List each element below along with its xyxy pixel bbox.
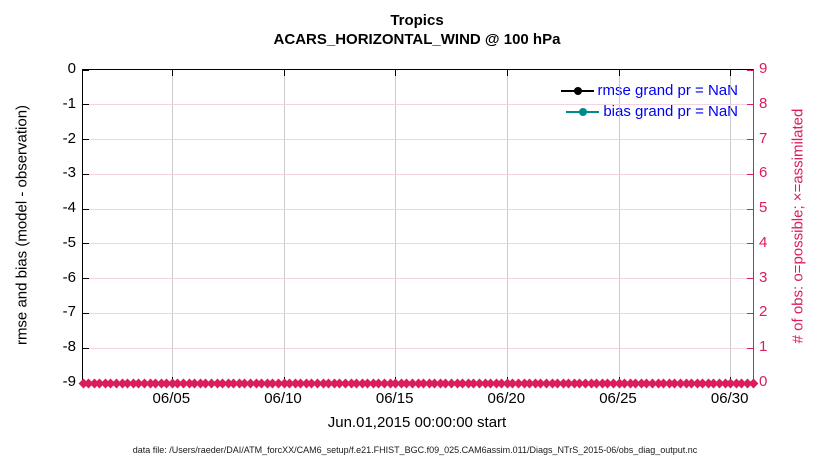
left-y-tick-label: -2 (62, 129, 76, 147)
legend: rmse grand pr = NaN bias grand pr = NaN (560, 80, 738, 122)
y-tick-left (83, 173, 89, 175)
rmse-line-marker-icon (560, 86, 594, 95)
gridline-horizontal (83, 312, 753, 314)
gridline-horizontal (83, 243, 753, 245)
x-tick-top (395, 70, 397, 76)
right-y-tick-label: 7 (759, 129, 768, 147)
x-tick-top (506, 70, 508, 76)
left-y-tick-label: -7 (62, 303, 76, 321)
x-tick-label: 06/10 (264, 390, 302, 407)
y-tick-right (747, 69, 753, 71)
bias-line-marker-icon (566, 107, 600, 116)
y-tick-left (83, 347, 89, 349)
x-tick-label: 06/05 (152, 390, 191, 407)
left-y-axis-label: rmse and bias (model - observation) (13, 104, 31, 346)
gridline-vertical (171, 70, 173, 383)
gridline-horizontal (83, 347, 753, 349)
left-y-tick-label: -3 (62, 164, 76, 182)
x-tick-top (171, 70, 173, 76)
gridline-vertical (283, 70, 285, 383)
x-tick-top (730, 70, 732, 76)
chart-title-variable: ACARS_HORIZONTAL_WIND @ 100 hPa (273, 31, 561, 48)
right-y-tick-label: 1 (759, 338, 768, 356)
data-file-path: data file: /Users/raeder/DAI/ATM_forcXX/… (132, 445, 698, 455)
gridline-vertical (395, 70, 397, 383)
y-tick-left (83, 243, 89, 245)
y-tick-right (747, 208, 753, 210)
right-y-tick-label: 5 (759, 199, 768, 217)
right-y-tick-label: 9 (759, 60, 768, 77)
gridline-horizontal (83, 104, 753, 106)
right-y-tick-label: 3 (759, 268, 768, 286)
gridline-vertical (730, 70, 732, 383)
y-tick-right (747, 104, 753, 106)
legend-row-bias: bias grand pr = NaN (561, 101, 738, 122)
gridline-horizontal (83, 139, 753, 141)
gridline-horizontal (83, 278, 753, 280)
left-y-tick-label: 0 (67, 60, 76, 77)
y-tick-right (747, 347, 753, 349)
y-tick-left (83, 312, 89, 314)
x-tick-label: 06/15 (375, 390, 414, 407)
left-y-tick-label: -4 (62, 199, 76, 217)
y-tick-left (83, 69, 89, 71)
x-tick-label: 06/20 (487, 390, 526, 407)
y-tick-right (747, 173, 753, 175)
y-tick-left (83, 278, 89, 280)
y-tick-right (747, 243, 753, 245)
y-tick-right (747, 278, 753, 280)
y-tick-right (747, 312, 753, 314)
x-tick-top (283, 70, 285, 76)
x-tick-label: 06/25 (599, 390, 637, 407)
x-tick-label: 06/30 (710, 390, 749, 407)
right-y-tick-label: 8 (759, 94, 768, 112)
obs-marker (748, 378, 758, 388)
right-y-tick-label: 6 (759, 164, 768, 182)
gridline-horizontal (83, 208, 753, 210)
right-y-tick-label: 2 (759, 303, 768, 321)
right-y-tick-label: 4 (759, 233, 768, 251)
gridline-vertical (618, 70, 620, 383)
left-y-tick-label: -8 (62, 338, 76, 356)
left-y-tick-label: -6 (62, 268, 76, 286)
y-tick-left (83, 104, 89, 106)
gridline-vertical (506, 70, 508, 383)
y-tick-left (83, 139, 89, 141)
chart-title-region: Tropics (390, 12, 444, 29)
y-tick-left (83, 208, 89, 210)
y-tick-right (747, 139, 753, 141)
right-y-tick-label: 0 (759, 373, 768, 390)
left-y-tick-label: -1 (62, 94, 76, 112)
x-axis-label: Jun.01,2015 00:00:00 start (327, 414, 507, 431)
legend-label-bias: bias grand pr = NaN (603, 103, 738, 120)
gridline-horizontal (83, 173, 753, 175)
chart-title-block: Tropics ACARS_HORIZONTAL_WIND @ 100 hPa (82, 11, 752, 49)
legend-label-rmse: rmse grand pr = NaN (597, 82, 738, 99)
x-tick-top (618, 70, 620, 76)
left-y-tick-label: -9 (62, 373, 76, 390)
legend-row-rmse: rmse grand pr = NaN (560, 80, 738, 101)
left-y-tick-label: -5 (62, 233, 76, 251)
plot-area: rmse grand pr = NaN bias grand pr = NaN (78, 69, 758, 388)
